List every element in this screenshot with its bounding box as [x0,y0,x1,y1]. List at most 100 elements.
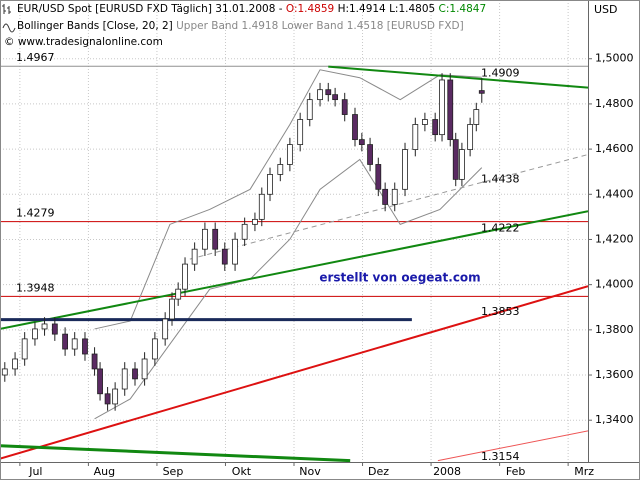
y-tick-label: 1,3400 [595,413,634,426]
y-tick-label: 1,3800 [595,323,634,336]
trend-label: 1.4222 [481,222,520,235]
candle-body [358,139,365,145]
y-tick-label: 1,5000 [595,52,634,65]
candle-body [71,338,78,350]
x-tick-label: Okt [232,465,252,478]
candle-body [473,109,480,125]
header-line: EUR/USD Spot [EURUSD FXD Täglich] 31.01.… [17,3,486,15]
candle-body [62,333,69,350]
legend-icons [2,4,16,33]
candle-body [297,119,304,145]
trend-label: 1.3853 [481,305,520,318]
candle-body [439,79,445,136]
trend-line [437,430,588,462]
band-icon [2,23,16,33]
y-tick-label: 1,4600 [595,142,634,155]
candle-body [182,263,188,290]
candle-body [212,228,219,250]
candle-body [467,124,474,150]
candle-body [452,139,459,180]
candle-body [306,99,313,120]
candle-body [191,248,198,265]
candle-body [367,144,373,165]
x-tick-label: Aug [94,465,115,478]
trend-line [189,154,588,260]
candle-body [447,79,454,141]
candle-body [21,338,28,360]
candle-body [221,248,228,265]
candle-body [352,114,358,141]
header-title: EUR/USD Spot [EURUSD FXD Täglich] 31.01.… [17,3,283,15]
candle-body [32,328,38,340]
level-label: 1.4279 [16,207,55,220]
candle-body [277,164,284,175]
candle-body [202,228,208,250]
trend-label: 1.4909 [481,66,520,79]
candle-body [112,388,119,405]
bollinger-upper [94,69,482,330]
bollinger-lower [94,158,483,420]
y-tick-label: 1,4800 [595,97,634,110]
candle-body [341,99,348,115]
level-label: 1.3948 [16,281,55,294]
candle-body [82,338,88,355]
candle-body [169,298,175,320]
candle-body [51,323,58,335]
x-tick-label: Sep [163,465,184,478]
candle-body [241,223,248,240]
candle-body [391,188,398,205]
candle-body [375,164,382,190]
candle-body [91,353,98,370]
candle-body [104,393,111,405]
copyright: © www.tradesignalonline.com [4,36,163,48]
x-tick-label: Nov [299,465,321,478]
candle-body [175,288,182,300]
candle-body [478,90,485,94]
annotation: erstellt von oegeat.com [319,271,480,285]
candle-body [162,318,169,340]
trend-label: 1.3154 [481,450,520,463]
candle-body [432,119,439,136]
indicator-values: Upper Band 1.4918 Lower Band 1.4518 [EUR… [176,20,464,32]
quote-high-low: H:1.4914 L:1.4805 [338,3,436,15]
candle-body [258,193,265,220]
y-tick-label: 1,4400 [595,187,634,200]
y-tick-label: 1,4200 [595,232,634,245]
candle-body [412,124,419,150]
indicator-line: Bollinger Bands [Close, 20, 2] Upper Ban… [17,20,464,32]
candle-body [267,174,273,195]
candle-body [12,358,18,370]
candle-body [332,94,339,101]
candle-body [252,218,258,225]
axes: 1,3400 1,3600 1,3800 1,4000 1,4200 1,4400 1,46… [19,52,634,478]
y-axis-label: USD [594,3,618,16]
trend-line [0,210,588,330]
quote-close: C:1.4847 [439,3,487,15]
plot-area: 1.4967 1.4279 1.3948 1.4909 1.4438 1.4222 1.38… [0,51,588,463]
x-tick-label: Mrz [574,465,594,478]
candle-body [382,188,389,205]
trend-label: 1.4438 [481,173,520,186]
indicator: Bollinger Bands [Close, 20, 2] [17,20,173,32]
candle-body [97,368,103,395]
candle-body [421,119,428,125]
x-tick-label: 2008 [433,465,461,478]
candle-body [232,238,238,265]
trend-line [328,65,588,89]
candle-body [402,149,408,190]
candle-body [132,368,138,380]
x-tick-label: Jul [28,465,42,478]
candle-body [286,144,293,165]
trend-line [0,444,351,462]
x-tick-label: Feb [506,465,525,478]
candle-body [121,368,128,390]
candle-body [325,89,332,96]
level-label: 1.4967 [16,51,55,64]
grid [0,0,588,462]
y-tick-label: 1,4000 [595,278,634,291]
candle-body [459,149,465,180]
trend-line [0,285,588,460]
y-tick-label: 1,3600 [595,368,634,381]
